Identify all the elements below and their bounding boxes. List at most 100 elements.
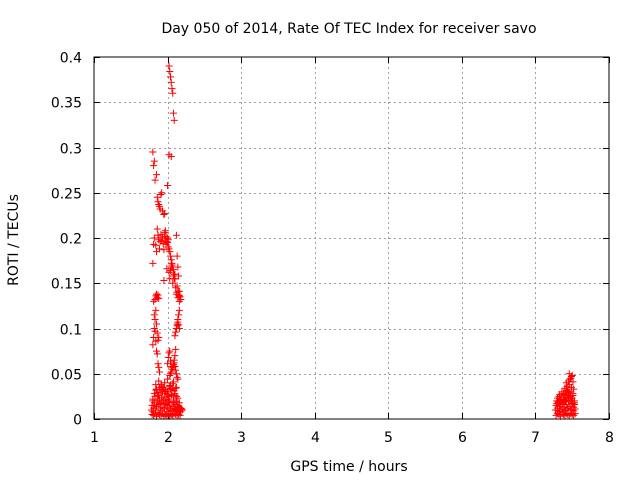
y-tick-label: 0.3 <box>60 142 82 158</box>
data-point <box>170 359 178 367</box>
y-tick-label: 0.35 <box>51 96 82 112</box>
y-tick-label: 0.25 <box>51 187 82 203</box>
data-point <box>175 272 183 280</box>
data-point <box>567 405 575 413</box>
data-point <box>164 391 172 399</box>
data-point <box>169 380 177 388</box>
data-point <box>176 411 184 419</box>
data-point <box>167 267 175 275</box>
data-point <box>175 325 183 332</box>
data-point <box>154 231 162 239</box>
data-point <box>151 315 159 323</box>
data-point <box>153 329 161 337</box>
data-point <box>169 378 177 386</box>
x-tick-label: 6 <box>458 430 467 446</box>
data-point <box>156 238 164 246</box>
data-point <box>167 252 175 260</box>
data-point <box>552 411 560 419</box>
data-point <box>172 231 180 239</box>
data-point <box>154 391 162 399</box>
data-point <box>178 405 186 413</box>
data-point <box>169 89 177 97</box>
data-point <box>167 153 175 161</box>
data-point <box>564 404 572 412</box>
data-point <box>175 410 183 418</box>
data-point <box>158 393 166 401</box>
data-point <box>168 402 176 410</box>
data-point <box>174 403 182 411</box>
data-point <box>559 399 567 407</box>
x-tick-label: 1 <box>90 430 99 446</box>
data-point <box>154 360 162 368</box>
data-point <box>168 85 176 93</box>
data-point <box>153 320 161 328</box>
data-point <box>153 290 161 298</box>
data-point <box>170 387 178 395</box>
data-point <box>553 400 561 408</box>
data-point <box>172 328 180 336</box>
y-tick-label: 0.05 <box>51 368 82 384</box>
data-point <box>161 227 169 235</box>
data-point <box>172 383 180 391</box>
data-point <box>155 383 163 391</box>
data-point <box>155 377 163 385</box>
x-tick-label: 4 <box>311 430 320 446</box>
y-tick-label: 0.1 <box>60 323 82 339</box>
data-point <box>175 311 183 319</box>
axis-tick-labels: 1 2 3 4 5 6 7 8 0 0.05 0.1 0.15 0.2 0.25 0.3 0.35 0.4 <box>51 51 614 447</box>
data-point <box>168 259 176 267</box>
data-point <box>570 401 578 409</box>
data-point <box>566 393 574 401</box>
data-point <box>152 306 160 314</box>
data-point <box>158 189 166 197</box>
data-point <box>159 239 167 247</box>
data-point <box>155 401 163 409</box>
data-point <box>169 361 177 369</box>
data-point <box>150 401 158 409</box>
data-point <box>161 410 169 418</box>
data-point <box>150 390 158 398</box>
data-point <box>153 350 161 358</box>
data-point <box>155 295 163 303</box>
data-point <box>171 275 179 283</box>
data-point <box>175 306 183 314</box>
data-point <box>155 368 163 376</box>
data-point <box>555 407 563 415</box>
data-point <box>158 233 166 241</box>
data-point <box>570 385 578 393</box>
data-point <box>150 162 158 170</box>
data-point <box>165 268 173 276</box>
data-point <box>174 375 182 383</box>
data-point <box>153 171 161 179</box>
data-point <box>569 378 577 386</box>
data-point <box>165 349 173 357</box>
data-point <box>561 406 569 414</box>
y-axis-label: ROTI / TECUs <box>6 194 22 286</box>
data-point <box>173 373 181 381</box>
data-point <box>558 388 566 396</box>
data-point <box>167 256 175 264</box>
data-point <box>178 406 186 414</box>
data-point <box>153 225 161 233</box>
data-point <box>565 388 573 396</box>
data-point <box>161 379 169 387</box>
data-point <box>154 336 162 344</box>
x-axis-label: GPS time / hours <box>290 459 407 475</box>
data-point <box>171 399 179 407</box>
data-point <box>170 116 178 124</box>
data-point <box>165 62 173 70</box>
data-point <box>166 347 174 355</box>
x-tick-label: 2 <box>164 430 173 446</box>
data-point <box>171 352 179 360</box>
data-point <box>155 363 163 371</box>
data-point <box>167 73 175 81</box>
data-point <box>161 229 169 237</box>
y-tick-label: 0 <box>73 413 82 429</box>
data-point <box>160 385 168 393</box>
data-point <box>170 410 178 418</box>
x-tick-label: 5 <box>384 430 393 446</box>
data-point <box>169 109 177 117</box>
data-point <box>177 404 185 412</box>
data-point <box>570 407 578 415</box>
data-point <box>169 279 177 287</box>
